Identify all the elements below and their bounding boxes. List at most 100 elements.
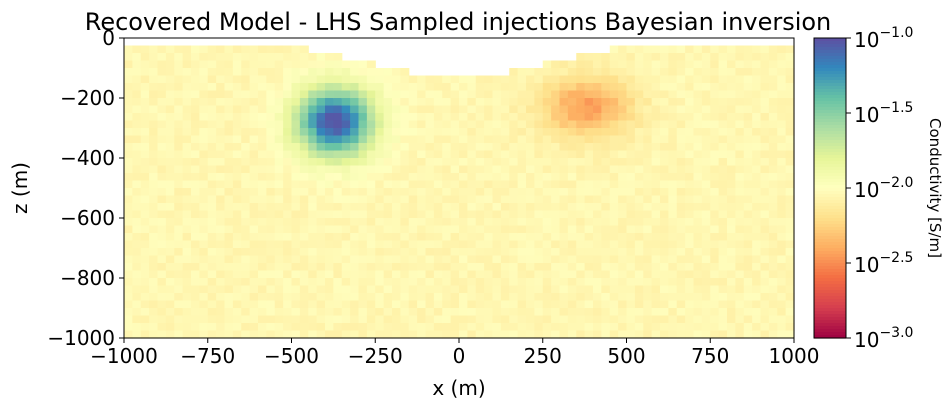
heatmap-cell — [526, 105, 535, 114]
heatmap-cell — [417, 173, 427, 182]
heatmap-cell — [777, 255, 787, 264]
heatmap-cell — [283, 180, 293, 189]
heatmap-cell — [266, 83, 276, 92]
heatmap-cell — [258, 323, 267, 332]
heatmap-cell — [777, 188, 787, 197]
heatmap-cell — [358, 113, 368, 122]
heatmap-cell — [584, 315, 594, 324]
y-tick-label: −400 — [60, 146, 115, 170]
heatmap-cell — [601, 173, 611, 182]
heatmap-cell — [693, 45, 703, 54]
heatmap-cell — [618, 285, 628, 294]
heatmap-cell — [140, 240, 150, 249]
heatmap-cell — [291, 210, 301, 219]
heatmap-cell — [626, 315, 636, 324]
heatmap-cell — [232, 330, 242, 339]
colorbar-segment — [814, 215, 846, 219]
heatmap-cell — [785, 285, 795, 294]
heatmap-cell — [165, 210, 175, 219]
heatmap-cell — [249, 135, 259, 144]
heatmap-cell — [559, 323, 569, 332]
heatmap-cell — [643, 60, 653, 69]
heatmap-cell — [299, 180, 309, 189]
heatmap-cell — [316, 315, 326, 324]
heatmap-cell — [299, 225, 309, 234]
heatmap-cell — [500, 195, 510, 204]
heatmap-cell — [433, 210, 443, 219]
heatmap-cell — [459, 315, 468, 324]
heatmap-cell — [124, 278, 133, 287]
heatmap-cell — [727, 255, 736, 264]
heatmap-cell — [517, 158, 527, 167]
heatmap-cell — [358, 105, 368, 114]
heatmap-cell — [258, 225, 267, 234]
heatmap-cell — [509, 248, 519, 257]
heatmap-cell — [383, 300, 393, 309]
heatmap-cell — [777, 218, 787, 227]
heatmap-cell — [693, 180, 703, 189]
heatmap-cell — [366, 135, 376, 144]
heatmap-cell — [718, 293, 728, 302]
heatmap-cell — [601, 195, 611, 204]
heatmap-cell — [442, 255, 452, 264]
heatmap-cell — [124, 135, 133, 144]
heatmap-cell — [768, 293, 778, 302]
heatmap-cell — [710, 105, 720, 114]
heatmap-cell — [517, 173, 527, 182]
heatmap-cell — [325, 128, 334, 137]
heatmap-cell — [149, 225, 159, 234]
heatmap-cell — [417, 255, 427, 264]
colorbar-segment — [814, 140, 846, 144]
heatmap-cell — [383, 203, 393, 212]
heatmap-cell — [609, 113, 619, 122]
heatmap-cell — [484, 158, 494, 167]
heatmap-cell — [634, 83, 644, 92]
heatmap-cell — [258, 293, 267, 302]
heatmap-cell — [618, 135, 628, 144]
heatmap-cell — [785, 53, 795, 62]
heatmap-cell — [752, 210, 762, 219]
heatmap-cell — [500, 173, 510, 182]
heatmap-cell — [701, 98, 711, 107]
heatmap-cell — [760, 270, 770, 279]
heatmap-cell — [693, 233, 703, 242]
heatmap-cell — [651, 285, 661, 294]
heatmap-cell — [526, 218, 535, 227]
heatmap-cell — [375, 135, 385, 144]
heatmap-cell — [467, 240, 477, 249]
heatmap-cell — [165, 263, 175, 272]
heatmap-cell — [760, 150, 770, 159]
heatmap-cell — [216, 278, 226, 287]
heatmap-cell — [366, 285, 376, 294]
heatmap-cell — [433, 90, 443, 99]
heatmap-cell — [358, 293, 368, 302]
heatmap-cell — [299, 218, 309, 227]
heatmap-cell — [593, 278, 602, 287]
heatmap-cell — [685, 218, 695, 227]
heatmap-cell — [350, 293, 360, 302]
heatmap-cell — [124, 263, 133, 272]
heatmap-cell — [660, 263, 669, 272]
heatmap-cell — [601, 255, 611, 264]
heatmap-cell — [760, 203, 770, 212]
heatmap-cell — [643, 150, 653, 159]
heatmap-cell — [785, 113, 795, 122]
heatmap-cell — [224, 293, 234, 302]
heatmap-cell — [191, 90, 200, 99]
heatmap-cell — [752, 143, 762, 152]
heatmap-cell — [526, 210, 535, 219]
heatmap-cell — [492, 173, 502, 182]
heatmap-cell — [383, 278, 393, 287]
heatmap-cell — [542, 270, 552, 279]
heatmap-cell — [660, 315, 669, 324]
heatmap-cell — [291, 53, 301, 62]
heatmap-cell — [567, 255, 577, 264]
heatmap-cell — [124, 285, 133, 294]
heatmap-cell — [132, 263, 142, 272]
heatmap-cell — [618, 233, 628, 242]
heatmap-cell — [760, 218, 770, 227]
heatmap-cell — [383, 240, 393, 249]
heatmap-cell — [559, 83, 569, 92]
heatmap-cell — [735, 270, 745, 279]
heatmap-cell — [517, 113, 527, 122]
